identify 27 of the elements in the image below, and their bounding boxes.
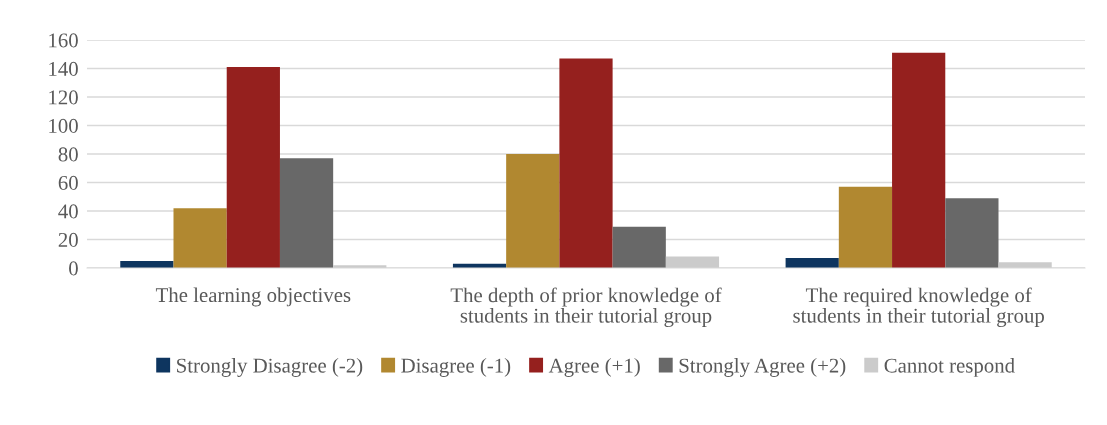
- y-tick-label: 0: [69, 261, 78, 276]
- legend-label: Strongly Disagree (-2): [177, 357, 363, 377]
- bar: [945, 198, 999, 268]
- bar: [559, 58, 613, 268]
- legend-label: Cannot respond: [884, 357, 1015, 377]
- y-tick-label: 80: [58, 147, 78, 162]
- legend-label: Disagree (-1): [401, 357, 511, 377]
- bar: [279, 158, 334, 268]
- x-tick-label: The required knowledge of students in their tutorial group: [793, 287, 1044, 328]
- bar: [892, 52, 946, 268]
- bar: [226, 67, 280, 268]
- legend-label: Agree (+1): [548, 357, 640, 377]
- legend-label: Strongly Agree (+2): [679, 357, 846, 377]
- x-tick-label: The depth of prior knowledge of students in their tutorial group: [450, 287, 722, 328]
- x-tick-label: The learning objectives: [155, 287, 351, 307]
- bar: [506, 154, 560, 268]
- bar: [173, 208, 227, 268]
- y-tick-label: 40: [58, 204, 78, 219]
- y-tick-label: 100: [49, 118, 78, 133]
- y-tick-label: 20: [58, 232, 78, 247]
- y-tick-label: 140: [49, 61, 78, 76]
- y-tick-label: 120: [49, 90, 78, 105]
- y-tick-label: 60: [58, 175, 78, 190]
- y-tick-label: 160: [49, 33, 78, 48]
- bar: [612, 226, 666, 268]
- bar: [838, 186, 893, 268]
- bar: [785, 258, 839, 268]
